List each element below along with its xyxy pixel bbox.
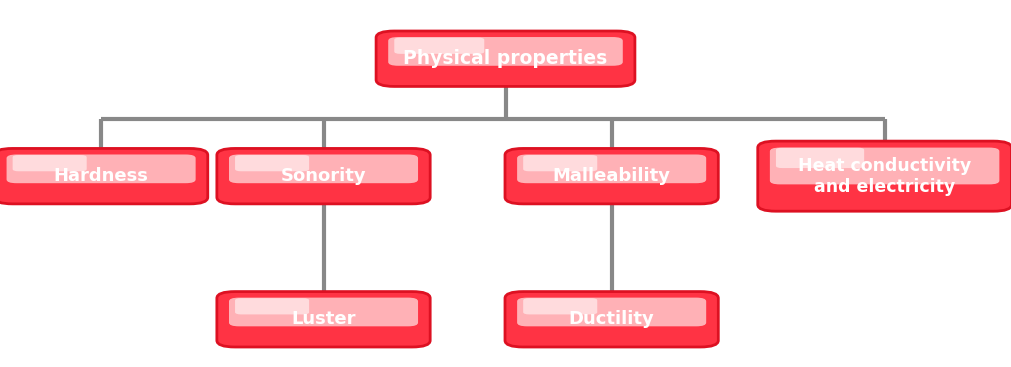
Text: Hardness: Hardness: [54, 167, 149, 185]
FancyBboxPatch shape: [504, 148, 718, 204]
FancyBboxPatch shape: [7, 155, 195, 183]
Text: Ductility: Ductility: [569, 310, 654, 328]
FancyBboxPatch shape: [524, 155, 598, 171]
FancyBboxPatch shape: [394, 38, 484, 54]
FancyBboxPatch shape: [388, 37, 623, 66]
FancyBboxPatch shape: [217, 291, 431, 347]
Text: Luster: Luster: [291, 310, 356, 328]
FancyBboxPatch shape: [235, 155, 309, 171]
Text: Malleability: Malleability: [553, 167, 670, 185]
FancyBboxPatch shape: [517, 298, 706, 326]
FancyBboxPatch shape: [524, 298, 598, 315]
FancyBboxPatch shape: [235, 298, 309, 315]
FancyBboxPatch shape: [228, 155, 419, 183]
FancyBboxPatch shape: [770, 148, 999, 184]
FancyBboxPatch shape: [217, 148, 431, 204]
Text: Sonority: Sonority: [281, 167, 366, 185]
FancyBboxPatch shape: [517, 155, 706, 183]
FancyBboxPatch shape: [376, 31, 635, 87]
FancyBboxPatch shape: [228, 298, 419, 326]
FancyBboxPatch shape: [13, 155, 87, 171]
FancyBboxPatch shape: [504, 291, 718, 347]
FancyBboxPatch shape: [757, 141, 1011, 211]
FancyBboxPatch shape: [776, 148, 864, 168]
Text: Physical properties: Physical properties: [403, 49, 608, 68]
Text: Heat conductivity
and electricity: Heat conductivity and electricity: [798, 157, 972, 196]
FancyBboxPatch shape: [0, 148, 208, 204]
